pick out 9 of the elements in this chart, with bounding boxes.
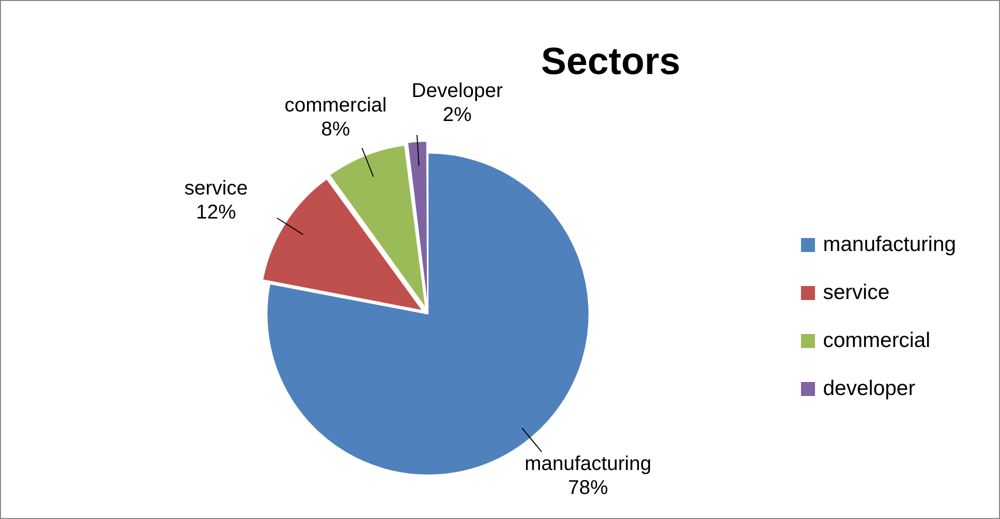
legend-label: service: [823, 281, 890, 305]
chart-title: Sectors: [541, 41, 680, 84]
legend-label: developer: [823, 377, 916, 401]
legend-label: commercial: [823, 329, 930, 353]
data-label: manufacturing 78%: [524, 453, 652, 500]
data-label: Developer 2%: [412, 80, 504, 126]
legend-label: manufacturing: [823, 233, 956, 257]
data-label: commercial 8%: [284, 94, 387, 140]
data-label: service 12%: [184, 177, 248, 224]
